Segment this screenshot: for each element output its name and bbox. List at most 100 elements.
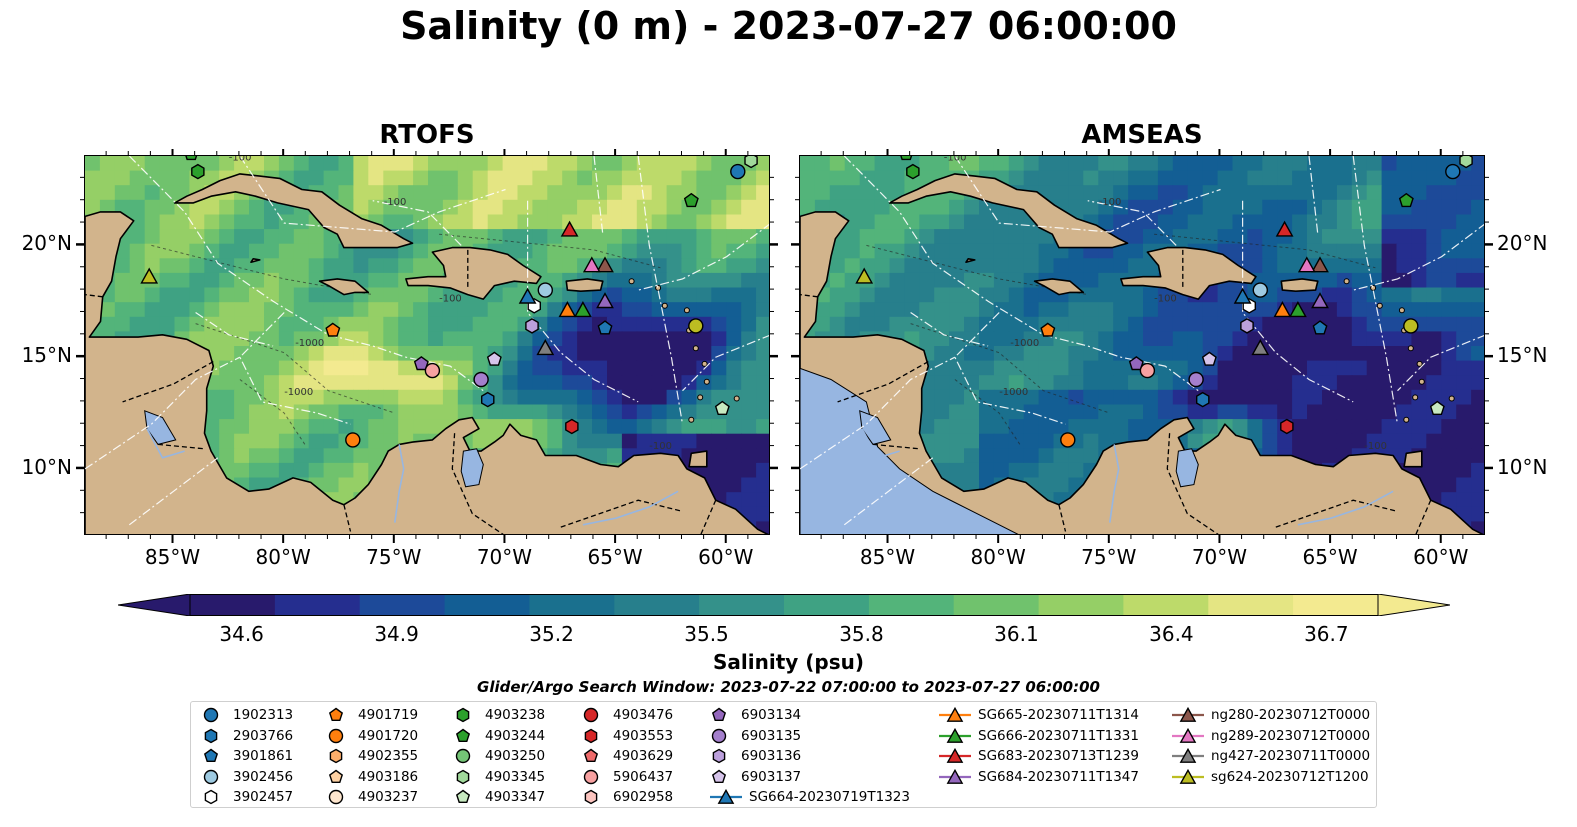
observation-marker [1201,351,1217,366]
legend-item: 4903629 [581,746,673,766]
legend-item: 3902456 [201,767,293,787]
amseas-map-panel: -100 -100 -100 -1000 -1000 -100 [799,155,1485,535]
legend-argo-marker [711,769,727,783]
observation-marker [1280,418,1294,435]
observation-marker [1403,318,1419,334]
legend-label: 4903237 [358,789,419,805]
legend-item: 4903186 [326,767,418,787]
colorbar-tick-label: 35.5 [684,622,729,646]
colorbar-label: Salinity (psu) [712,650,864,674]
amseas-map: -100 -100 -100 -1000 -1000 -100 [800,156,1484,534]
y-tick-label: 15°N [1497,343,1548,368]
rivers [146,428,679,526]
contour-label: -100 [944,156,967,164]
observation-marker [565,418,579,435]
legend-item: 4903345 [453,767,545,787]
legend-argo-marker [711,728,727,743]
panel-title-amseas: AMSEAS [1081,120,1203,150]
legend-label: 5906437 [613,768,674,785]
legend-argo-marker [583,769,599,784]
observation-marker [1252,282,1268,298]
legend-item: 6903135 [709,726,801,746]
legend-item: SG666-20230711T1331 [938,726,1139,746]
observation-marker [683,192,699,208]
x-tick-label: 85°W [859,545,916,569]
observation-marker [325,322,341,337]
legend-item: SG664-20230719T1323 [709,787,910,807]
x-tick-label: 75°W [1081,545,1137,569]
legend-label: 4903345 [485,768,546,785]
legend-glider-marker [939,706,971,722]
legend-argo-marker [204,728,218,743]
legend-item: 2903766 [201,726,293,746]
legend-item: 6903134 [709,705,801,725]
observation-marker [140,267,159,284]
x-tick-label: 75°W [366,545,422,569]
legend-argo-marker [712,748,726,764]
search-window-text: Glider/Argo Search Window: 2023-07-22 07… [477,678,1100,696]
observation-marker [191,163,205,180]
legend-item: 3901861 [201,746,293,766]
rtofs-map: -100 -100 -100 -1000 -1000 -100 [85,156,769,534]
contour-label: -100 [1364,441,1387,452]
contour-labels: -100 -100 -100 -1000 -1000 -100 [944,156,1387,452]
legend-label: 4901720 [358,727,419,744]
contour-label: -100 [649,441,672,452]
contour-label: -100 [229,156,252,164]
legend-label: 4903347 [485,789,546,805]
observation-marker [1188,371,1204,388]
contour-label: -1000 [295,338,324,349]
legend-glider-marker [939,747,971,763]
rivers [861,428,1394,526]
observation-marker [1251,339,1270,356]
legend-item: 1902313 [201,705,293,725]
observation-marker [597,320,613,335]
observation-marker [744,156,758,169]
observation-marker [1040,322,1056,337]
y-tick-label: 20°N [21,231,72,256]
legend-argo-marker [455,728,471,742]
observation-marker [1233,287,1252,304]
legend-label: 4903553 [613,727,674,744]
legend-label: ng289-20230712T0000 [1211,727,1371,744]
legend-item: ng427-20230711T0000 [1171,746,1370,766]
y-tick-label: 20°N [1497,231,1548,256]
observation-marker [1240,318,1254,334]
observation-marker [596,256,614,273]
observation-marker [1445,163,1461,180]
legend-item: 4903244 [453,726,545,746]
colorbar-tick-label: 35.2 [529,622,574,646]
legend-label: 6903137 [741,768,802,785]
legend-item: 6902958 [581,787,673,807]
colorbar [118,594,1450,616]
bathymetry-contours [866,233,1376,447]
observation-marker [486,351,502,366]
contour-label: -1000 [284,387,313,398]
legend-argo-marker [203,769,219,784]
observation-marker [574,301,592,318]
observation-markers [140,156,758,448]
legend-item: 6903137 [709,767,801,787]
legend-item: ng280-20230712T0000 [1171,705,1370,725]
legend-item: sg624-20230712T1200 [1171,767,1369,787]
legend-label: SG665-20230711T1314 [978,707,1139,723]
x-tick-label: 65°W [587,545,643,569]
legend-label: 1902313 [233,707,294,723]
legend-label: 6903136 [741,748,802,764]
observation-markers [855,156,1473,448]
legend-label: 4902355 [358,748,419,764]
legend-label: 3902457 [233,789,294,805]
legend-item: 4903237 [326,787,418,807]
colorbar-tick-label: 36.1 [994,622,1039,646]
legend-argo-marker [328,769,344,783]
legend-label: 6903134 [741,707,802,723]
contour-labels: -100 -100 -100 -1000 -1000 -100 [229,156,672,452]
y-tick-label: 15°N [21,343,72,368]
legend-item: 4903553 [581,726,673,746]
contour-label: -100 [1154,293,1177,304]
legend-item: SG684-20230711T1347 [938,767,1139,787]
colorbar-tick-label: 34.9 [374,622,419,646]
colorbar-tick-label: 36.7 [1304,622,1349,646]
x-tick-label: 70°W [1191,545,1248,569]
legend-label: 4901719 [358,707,419,723]
